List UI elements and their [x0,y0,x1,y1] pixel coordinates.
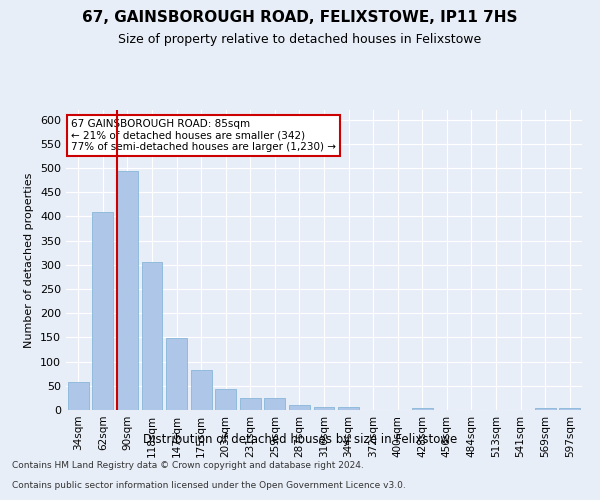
Y-axis label: Number of detached properties: Number of detached properties [25,172,34,348]
Bar [535,408,556,410]
Bar [240,398,261,410]
Bar [117,172,138,410]
Bar [412,408,433,410]
Text: Distribution of detached houses by size in Felixstowe: Distribution of detached houses by size … [143,432,457,446]
Bar [265,398,286,410]
Bar [338,406,359,410]
Bar [92,212,113,410]
Bar [559,408,580,410]
Text: 67 GAINSBOROUGH ROAD: 85sqm
← 21% of detached houses are smaller (342)
77% of se: 67 GAINSBOROUGH ROAD: 85sqm ← 21% of det… [71,119,336,152]
Text: Contains HM Land Registry data © Crown copyright and database right 2024.: Contains HM Land Registry data © Crown c… [12,461,364,470]
Bar [191,370,212,410]
Text: Contains public sector information licensed under the Open Government Licence v3: Contains public sector information licen… [12,481,406,490]
Bar [289,405,310,410]
Bar [68,382,89,410]
Bar [142,262,163,410]
Text: 67, GAINSBOROUGH ROAD, FELIXSTOWE, IP11 7HS: 67, GAINSBOROUGH ROAD, FELIXSTOWE, IP11 … [82,10,518,25]
Bar [314,406,334,410]
Bar [215,388,236,410]
Bar [166,338,187,410]
Text: Size of property relative to detached houses in Felixstowe: Size of property relative to detached ho… [118,32,482,46]
